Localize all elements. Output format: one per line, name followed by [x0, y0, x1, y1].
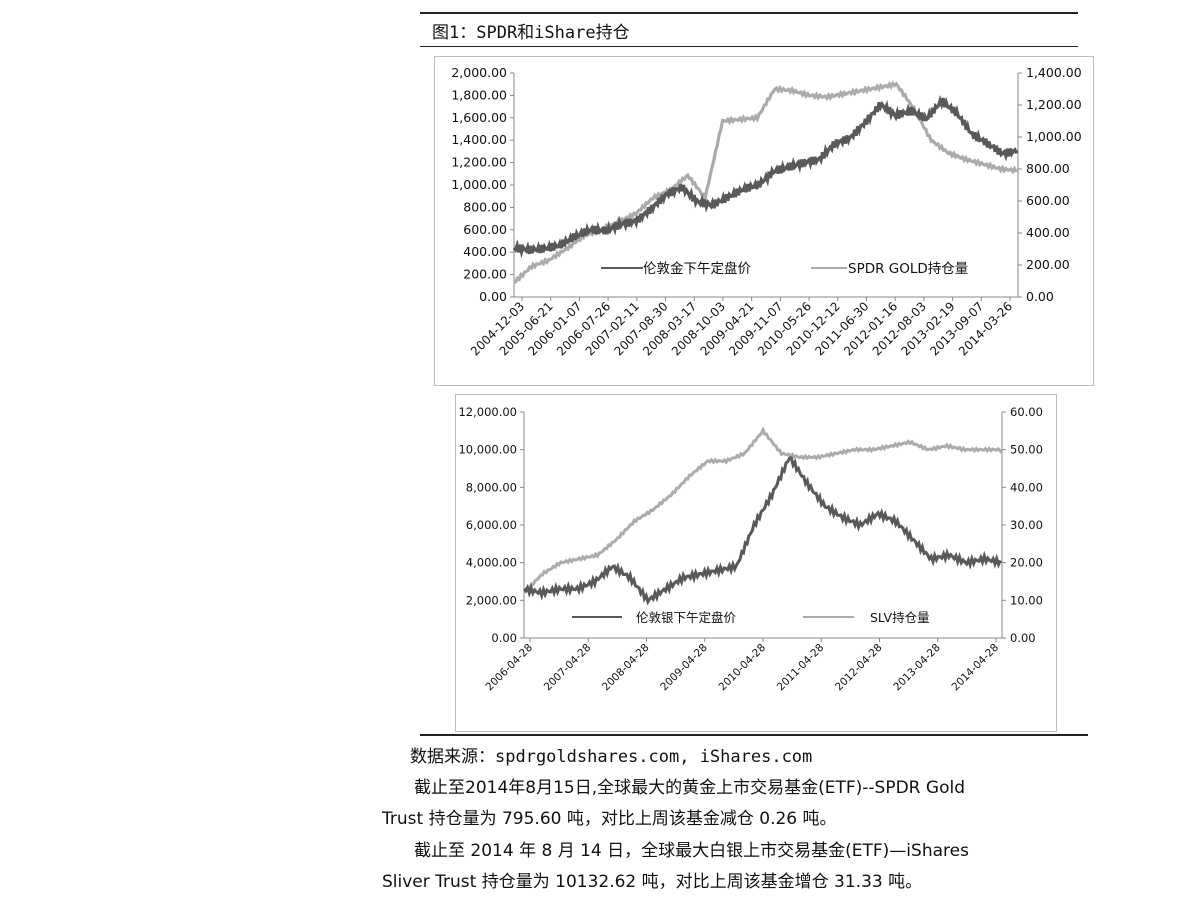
series-line [522, 456, 1002, 606]
right-tick-label: 1,200.00 [1026, 97, 1082, 112]
left-tick-label: 1,800.00 [451, 87, 507, 102]
gold-chart: 0.00 200.00 400.00 600.00 800.00 1,000.00 1,20… [434, 56, 1094, 386]
right-tick-label: 0.00 [1026, 289, 1054, 304]
silver-chart: 0.00 2,000.00 4,000.00 6,000.00 8,000.00 10,0… [455, 394, 1057, 732]
right-tick-label: 20.00 [1010, 556, 1043, 570]
left-tick-label: 0.00 [479, 289, 507, 304]
x-tick-label: 2011-04-28 [775, 642, 827, 694]
left-tick-label: 0.00 [491, 631, 517, 645]
right-tick-label: 600.00 [1026, 193, 1070, 208]
right-tick-label: 0.00 [1010, 631, 1036, 645]
left-tick-label: 10,000.00 [458, 443, 517, 457]
x-tick-label: 2008-04-28 [600, 642, 652, 694]
right-tick-label: 10.00 [1010, 593, 1043, 607]
series-line [513, 80, 1018, 285]
para1-line1: 截止至2014年8月15日,全球最大的黄金上市交易基金(ETF)--SPDR G… [414, 778, 965, 798]
legend-label: 伦敦金下午定盘价 [643, 260, 751, 277]
figure-title: 图1：SPDR和iShare持仓 [432, 23, 630, 43]
title-rule [420, 46, 1078, 47]
legend-label: SLV持仓量 [870, 610, 930, 625]
right-tick-label: 400.00 [1026, 225, 1070, 240]
left-tick-label: 1,600.00 [451, 110, 507, 125]
left-tick-label: 1,200.00 [451, 155, 507, 170]
left-tick-label: 8,000.00 [466, 480, 517, 494]
right-tick-label: 30.00 [1010, 518, 1043, 532]
para1-line2: Trust 持仓量为 795.60 吨，对比上周该基金减仓 0.26 吨。 [382, 809, 837, 829]
source-note: 数据来源：spdrgoldshares.com, iShares.com [410, 747, 813, 767]
left-tick-label: 1,400.00 [451, 132, 507, 147]
right-tick-label: 1,400.00 [1026, 65, 1082, 80]
right-tick-label: 40.00 [1010, 480, 1043, 494]
left-tick-label: 12,000.00 [458, 405, 517, 419]
x-tick-label: 2007-04-28 [542, 642, 594, 694]
x-tick-label: 2010-04-28 [716, 642, 768, 694]
left-tick-label: 6,000.00 [466, 518, 517, 532]
x-tick-label: 2013-04-28 [891, 642, 943, 694]
legend-label: SPDR GOLD持仓量 [848, 261, 968, 277]
legend-label: 伦敦银下午定盘价 [636, 610, 737, 625]
left-tick-label: 2,000.00 [466, 593, 517, 607]
left-tick-label: 1,000.00 [451, 177, 507, 192]
x-tick-label: 2014-04-28 [949, 642, 1001, 694]
right-tick-label: 1,000.00 [1026, 129, 1082, 144]
gold-chart-svg: 0.00 200.00 400.00 600.00 800.00 1,000.00 1,20… [451, 65, 1082, 358]
silver-chart-svg: 0.00 2,000.00 4,000.00 6,000.00 8,000.00 10,0… [458, 405, 1043, 694]
left-tick-label: 2,000.00 [451, 65, 507, 80]
series-line [512, 95, 1019, 259]
para2-line1: 截止至 2014 年 8 月 14 日，全球最大白银上市交易基金(ETF)—iS… [414, 841, 969, 861]
left-tick-label: 800.00 [463, 199, 507, 214]
right-tick-label: 200.00 [1026, 257, 1070, 272]
series-line [523, 426, 1003, 594]
para2-line2: Sliver Trust 持仓量为 10132.62 吨，对比上周该基金增仓 3… [382, 872, 923, 892]
right-tick-label: 60.00 [1010, 405, 1043, 419]
left-tick-label: 600.00 [463, 222, 507, 237]
bottom-rule [420, 734, 1088, 736]
left-tick-label: 4,000.00 [466, 556, 517, 570]
top-rule [420, 12, 1078, 14]
left-tick-label: 400.00 [463, 244, 507, 259]
x-tick-label: 2012-04-28 [833, 642, 885, 694]
x-tick-label: 2009-04-28 [658, 642, 710, 694]
left-tick-label: 200.00 [463, 267, 507, 282]
right-tick-label: 800.00 [1026, 161, 1070, 176]
right-tick-label: 50.00 [1010, 443, 1043, 457]
x-tick-label: 2006-04-28 [483, 642, 535, 694]
